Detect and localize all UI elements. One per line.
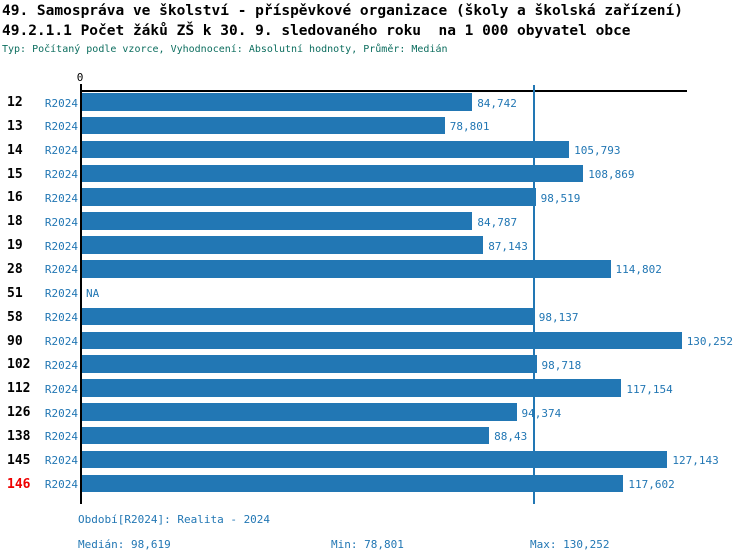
row-value-label: 117,154 bbox=[626, 382, 673, 396]
row-value-label: 130,252 bbox=[686, 335, 734, 348]
chart-row: 102 R2024 98,718 bbox=[0, 352, 750, 376]
row-na-label: NA bbox=[86, 287, 100, 301]
row-category-label: 138 bbox=[7, 428, 31, 444]
chart-meta-line: Typ: Počítaný podle vzorce, Vyhodnocení:… bbox=[2, 44, 448, 55]
x-axis-zero-tick-mark bbox=[80, 84, 82, 90]
chart-subtitle: 49.2.1.1 Počet žáků ZŠ k 30. 9. sledovan… bbox=[2, 23, 631, 39]
row-bar bbox=[82, 355, 537, 373]
y-axis-line bbox=[80, 90, 82, 504]
chart-row: 14 R2024 105,793 bbox=[0, 138, 750, 162]
row-bar bbox=[82, 236, 484, 254]
chart-row: 126 R2024 94,374 bbox=[0, 400, 750, 424]
row-bar bbox=[82, 116, 445, 135]
chart-row: 145 R2024 127,143 bbox=[0, 448, 750, 472]
row-period-label: R2024 bbox=[44, 311, 78, 325]
row-period-label: R2024 bbox=[44, 168, 78, 182]
chart-row: 15 R2024 108,869 bbox=[0, 162, 750, 186]
chart-row: 58 R2024 98,137 bbox=[0, 305, 750, 329]
row-period-label: R2024 bbox=[44, 287, 78, 301]
row-period-label: R2024 bbox=[44, 358, 78, 372]
row-category-label: 12 bbox=[7, 95, 23, 110]
footer-min-label: Min: 78,801 bbox=[331, 538, 404, 551]
row-period-label: R2024 bbox=[44, 96, 78, 110]
row-bar bbox=[82, 212, 473, 230]
row-bar bbox=[82, 140, 570, 159]
row-category-label: 28 bbox=[7, 261, 23, 277]
chart-row: 13 R2024 78,801 bbox=[0, 114, 750, 138]
row-period-label: R2024 bbox=[44, 191, 78, 205]
chart-row: 28 R2024 114,802 bbox=[0, 257, 750, 281]
row-bar bbox=[82, 474, 624, 493]
row-value-label: 98,718 bbox=[541, 358, 582, 372]
row-category-label: 14 bbox=[7, 142, 23, 158]
chart-row: 18 R2024 84,787 bbox=[0, 209, 750, 233]
row-period-label: R2024 bbox=[44, 215, 78, 229]
row-value-label: 88,43 bbox=[494, 430, 528, 444]
row-period-label: R2024 bbox=[44, 478, 78, 492]
chart-row: 51 R2024 NA bbox=[0, 281, 750, 305]
row-bar bbox=[82, 164, 584, 183]
row-value-label: 117,602 bbox=[628, 478, 675, 492]
row-period-label: R2024 bbox=[44, 263, 78, 277]
chart-row: 16 R2024 98,519 bbox=[0, 185, 750, 209]
row-value-label: 84,742 bbox=[477, 96, 517, 110]
row-value-label: 87,143 bbox=[488, 239, 528, 253]
row-value-label: 78,801 bbox=[449, 120, 490, 134]
footer-period-label: Období[R2024]: Realita - 2024 bbox=[78, 513, 271, 526]
row-bar bbox=[82, 426, 490, 445]
row-category-label: 13 bbox=[7, 118, 23, 134]
row-category-label: 15 bbox=[7, 166, 23, 182]
row-value-label: 98,519 bbox=[540, 191, 581, 205]
chart-row: 138 R2024 88,43 bbox=[0, 424, 750, 448]
row-category-label: 146 bbox=[7, 476, 31, 492]
footer-max-label: Max: 130,252 bbox=[530, 538, 610, 551]
row-bar bbox=[82, 93, 473, 111]
row-category-label: 18 bbox=[7, 214, 23, 230]
row-value-label: 98,137 bbox=[538, 311, 579, 325]
footer-median-label: Medián: 98,619 bbox=[78, 538, 171, 551]
median-line bbox=[533, 85, 535, 504]
row-category-label: 19 bbox=[7, 238, 23, 254]
row-period-label: R2024 bbox=[44, 239, 78, 253]
row-period-label: R2024 bbox=[44, 144, 78, 158]
row-period-label: R2024 bbox=[44, 382, 78, 396]
row-category-label: 102 bbox=[7, 357, 31, 373]
row-bar bbox=[82, 450, 668, 469]
row-period-label: R2024 bbox=[44, 120, 78, 134]
row-category-label: 51 bbox=[7, 285, 23, 301]
row-bar bbox=[82, 259, 611, 278]
x-axis-zero-tick-label: 0 bbox=[76, 71, 84, 84]
row-period-label: R2024 bbox=[44, 335, 78, 348]
chart-row: 90 R2024 130,252 bbox=[0, 329, 750, 353]
row-period-label: R2024 bbox=[44, 430, 78, 444]
chart-row: 19 R2024 87,143 bbox=[0, 233, 750, 257]
row-value-label: 114,802 bbox=[615, 263, 662, 277]
chart-row: 112 R2024 117,154 bbox=[0, 376, 750, 400]
row-bar bbox=[82, 403, 517, 421]
row-bar bbox=[82, 188, 536, 206]
row-category-label: 126 bbox=[7, 405, 31, 421]
chart-row: 146 R2024 117,602 bbox=[0, 472, 750, 496]
x-axis-line bbox=[80, 90, 687, 92]
row-bar bbox=[82, 331, 682, 350]
row-value-label: 84,787 bbox=[477, 215, 518, 229]
row-category-label: 112 bbox=[7, 381, 31, 397]
row-period-label: R2024 bbox=[44, 454, 78, 468]
row-category-label: 58 bbox=[7, 309, 23, 325]
row-bar bbox=[82, 307, 534, 326]
row-period-label: R2024 bbox=[44, 406, 78, 420]
row-category-label: 16 bbox=[7, 190, 23, 206]
row-value-label: 127,143 bbox=[672, 454, 719, 468]
chart-title: 49. Samospráva ve školství - příspěvkové… bbox=[2, 3, 683, 19]
row-category-label: 145 bbox=[7, 452, 31, 468]
row-category-label: 90 bbox=[7, 333, 23, 349]
row-bar bbox=[82, 379, 622, 397]
chart-row: 12 R2024 84,742 bbox=[0, 90, 750, 114]
row-value-label: 94,374 bbox=[521, 406, 562, 420]
row-value-label: 105,793 bbox=[574, 144, 621, 158]
row-value-label: 108,869 bbox=[588, 168, 635, 182]
